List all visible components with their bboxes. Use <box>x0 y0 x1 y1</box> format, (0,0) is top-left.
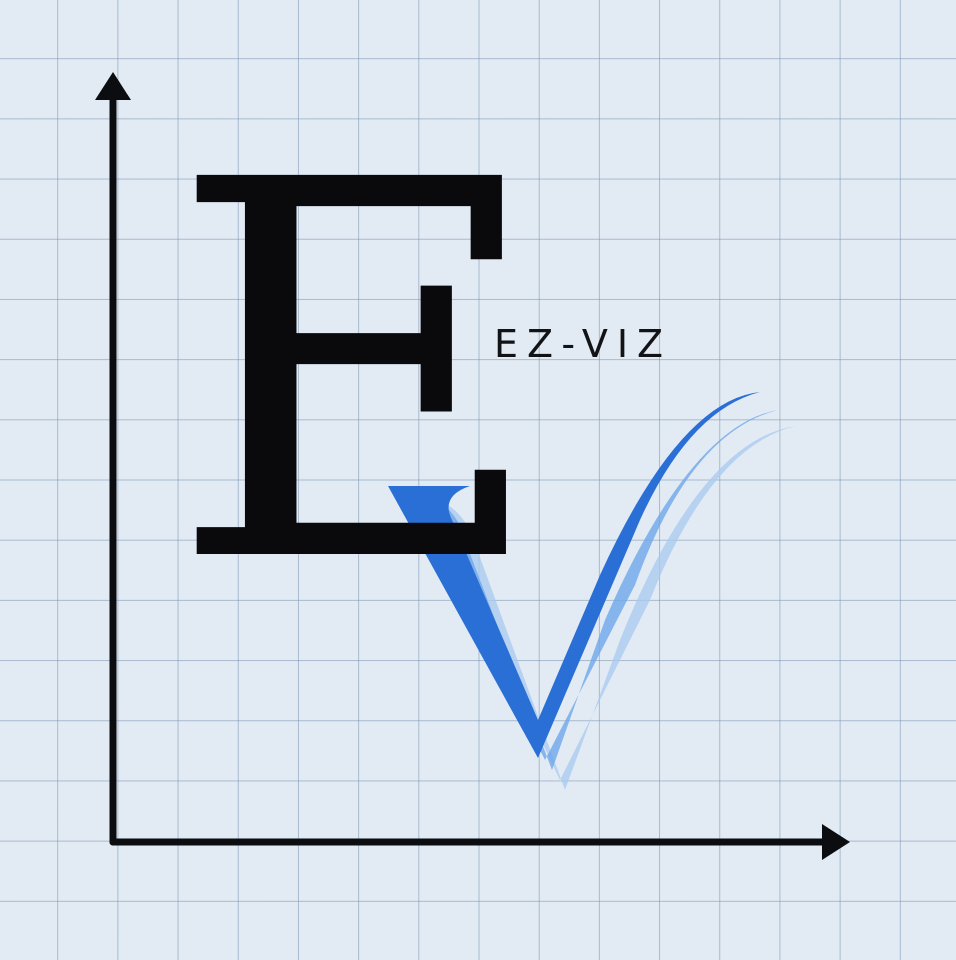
chart-axes-icon <box>109 92 834 846</box>
v-stroke-main <box>388 392 760 758</box>
monogram-letter: E <box>168 71 548 677</box>
y-axis-arrow-icon <box>95 72 131 100</box>
x-axis-arrow-icon <box>822 824 850 860</box>
wordmark-text: EZ-VIZ <box>494 322 673 366</box>
v-stroke-light <box>410 410 778 770</box>
v-checkmark-icon <box>388 392 796 790</box>
